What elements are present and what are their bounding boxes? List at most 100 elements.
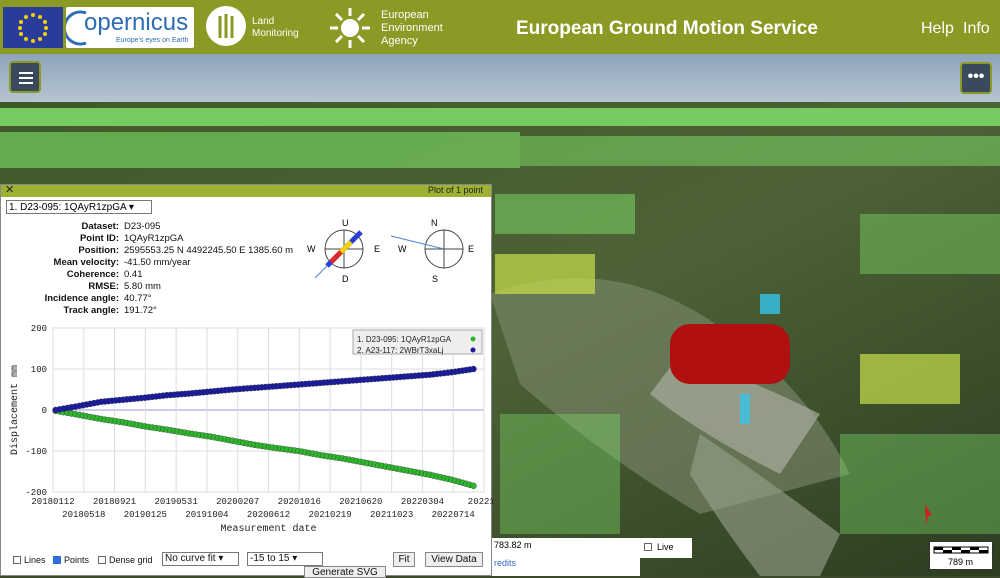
lines-checkbox[interactable]	[13, 556, 21, 564]
rmse-label: RMSE:	[88, 281, 119, 292]
compass1-south: D	[342, 274, 349, 284]
panel-title: Plot of 1 point	[427, 185, 483, 195]
compass2-east: E	[468, 244, 474, 254]
fit-button[interactable]: Fit	[393, 552, 415, 567]
help-link[interactable]: Help	[921, 20, 954, 37]
land-monitoring-label: Land Monitoring	[252, 16, 299, 39]
point-id-value: 1QAyR1zpGA	[124, 233, 184, 244]
chart-legend	[352, 329, 483, 355]
panel-title-bar[interactable]: ✕ Plot of 1 point	[1, 184, 491, 197]
x-tick-label: 20180921	[93, 497, 136, 507]
legend-entry: 1. D23-095: 1QAyR1zpGA	[357, 335, 452, 344]
track-angle-label: Track angle:	[63, 305, 119, 316]
x-tick-label: 202211	[468, 497, 493, 507]
plot-controls: Lines Points Dense grid No curve fit ▾ -…	[1, 551, 493, 578]
ellipsis-icon: •••	[967, 68, 985, 85]
generate-svg-button[interactable]: Generate SVG	[304, 566, 386, 578]
mean-velocity-label: Mean velocity:	[53, 257, 119, 268]
dense-grid-checkbox[interactable]	[98, 556, 106, 564]
x-tick-label: 20191004	[185, 510, 228, 520]
y-tick-label: 100	[31, 365, 47, 375]
x-axis-label: Measurement date	[220, 523, 316, 535]
wheat-icon	[218, 14, 234, 38]
compass1-west: W	[307, 244, 316, 254]
x-tick-label: 20210219	[308, 510, 351, 520]
rmse-value: 5.80 mm	[124, 281, 161, 292]
distance-readout: 783.82 m redits	[492, 538, 640, 576]
x-tick-label: 20220714	[432, 510, 475, 520]
incidence-angle-label: Incidence angle:	[44, 293, 119, 304]
compass2-south: S	[432, 274, 438, 284]
points-label: Points	[64, 555, 90, 565]
orientation-compasses: U D W E N S W E	[307, 218, 474, 284]
plot-panel: ✕ Plot of 1 point 1. D23-095: 1QAyR1zpGA…	[0, 184, 493, 578]
app-header: opernicus Europe's eyes on Earth Land Mo…	[0, 0, 1000, 54]
copernicus-logo: opernicus Europe's eyes on Earth	[66, 7, 194, 48]
data-point-series-1	[470, 482, 477, 490]
incidence-angle-value: 40.77°	[124, 293, 152, 304]
x-tick-label: 20180112	[31, 497, 74, 507]
lines-label: Lines	[24, 555, 46, 565]
points-checkbox[interactable]	[53, 556, 61, 564]
y-tick-label: -200	[25, 488, 47, 498]
x-tick-label: 20220304	[401, 497, 444, 507]
hamburger-icon-bar	[19, 82, 33, 84]
x-tick-label: 20190531	[155, 497, 198, 507]
track-angle-value: 191.72°	[124, 305, 157, 316]
eu-flag-logo	[3, 7, 63, 48]
y-tick-label: 0	[42, 406, 47, 416]
info-link[interactable]: Info	[963, 20, 990, 37]
curve-fit-select[interactable]: No curve fit ▾	[162, 552, 239, 566]
menu-button[interactable]	[9, 61, 41, 93]
x-tick-label: 20210620	[339, 497, 382, 507]
more-options-button[interactable]: •••	[960, 62, 992, 94]
position-value: 2595553.25 N 4492245.50 E 1385.60 m	[124, 245, 294, 256]
point-select[interactable]: 1. D23-095: 1QAyR1zpGA ▾	[6, 200, 152, 214]
y-tick-label: 200	[31, 324, 47, 334]
land-monitoring-icon	[206, 6, 246, 46]
scale-label: 789 m	[948, 557, 974, 567]
mean-velocity-value: -41.50 mm/year	[124, 257, 191, 268]
scale-bar: 789 m	[929, 541, 993, 570]
live-checkbox[interactable]	[644, 543, 652, 551]
legend-marker	[470, 336, 476, 342]
eea-sun-icon	[330, 8, 370, 48]
eea-label: European Environment Agency	[381, 9, 443, 47]
live-toggle: Live	[640, 538, 692, 558]
point-id-label: Point ID:	[79, 233, 119, 244]
data-point-series-2	[470, 365, 477, 373]
compass-vertical-icon: U D W E	[307, 218, 380, 284]
position-label: Position:	[78, 245, 119, 256]
hamburger-icon-bar	[19, 77, 33, 79]
page-title: European Ground Motion Service	[516, 18, 818, 39]
compass2-north: N	[431, 218, 438, 228]
dense-grid-label: Dense grid	[109, 555, 153, 565]
compass1-north: U	[342, 218, 349, 228]
dataset-label: Dataset:	[81, 221, 120, 232]
x-tick-label: 20201016	[278, 497, 321, 507]
x-tick-label: 20211023	[370, 510, 413, 520]
compass1-east: E	[374, 244, 380, 254]
scale-ruler-icon	[933, 546, 989, 554]
copernicus-tagline: Europe's eyes on Earth	[116, 37, 189, 44]
x-tick-label: 20190125	[124, 510, 167, 520]
x-tick-label: 20200612	[247, 510, 290, 520]
credits-link[interactable]: redits	[494, 558, 517, 568]
view-data-button[interactable]: View Data	[425, 552, 483, 567]
hamburger-icon-bar	[19, 72, 33, 74]
x-tick-label: 20200207	[216, 497, 259, 507]
distance-value: 783.82 m	[494, 540, 532, 550]
y-axis-label: Displacement mm	[9, 365, 21, 455]
dataset-value: D23-095	[124, 221, 161, 232]
y-tick-label: -100	[25, 447, 47, 457]
compass2-west: W	[398, 244, 407, 254]
x-tick-label: 20180518	[62, 510, 105, 520]
range-select[interactable]: -15 to 15 ▾	[247, 552, 323, 566]
coherence-value: 0.41	[124, 269, 143, 280]
copernicus-c-icon	[66, 10, 87, 46]
copernicus-wordmark: opernicus	[84, 9, 189, 36]
coherence-label: Coherence:	[66, 269, 119, 280]
eu-stars-icon	[18, 13, 48, 43]
close-icon[interactable]: ✕	[5, 184, 15, 196]
